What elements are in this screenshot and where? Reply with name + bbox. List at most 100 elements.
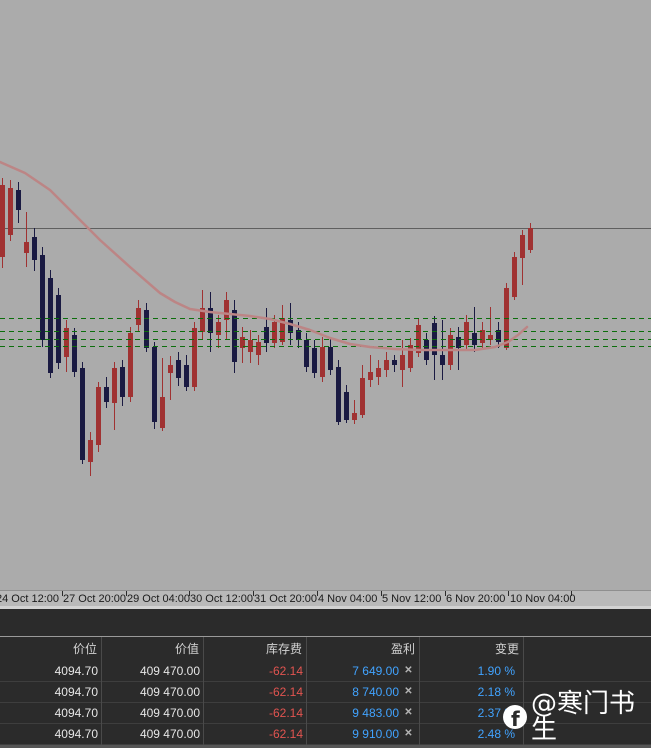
column-separator (203, 637, 204, 745)
candle-body (184, 365, 189, 387)
time-axis[interactable]: 24 Oct 12:00 27 Oct 20:00 29 Oct 04:00 30 O… (0, 590, 651, 606)
candle-body (456, 337, 461, 348)
candle-body (440, 355, 445, 365)
candle-body (232, 310, 237, 362)
candlestick-chart[interactable] (0, 0, 651, 590)
column-header-value: 价值 (174, 642, 199, 656)
cell-value: 9 910.00 (352, 727, 399, 741)
cell-price: 4094.70 (0, 682, 101, 702)
candle-body (344, 392, 349, 420)
axis-label: 6 Nov 20:00 (446, 593, 506, 605)
candle-body (112, 368, 117, 403)
cell-value: 8 740.00 (352, 685, 399, 699)
cell-value: -62.14 (268, 664, 303, 678)
cell-change: 2.48 % (419, 724, 523, 744)
cell-value: 409 470.00 (101, 703, 203, 723)
candle-body (312, 348, 317, 373)
cell-profit: 9 910.00 ✕ (306, 724, 419, 744)
trade-row[interactable]: 4094.70 409 470.00 -62.14 7 649.00 ✕ 1.90 % (0, 661, 651, 682)
cell-value: 409 470.00 (139, 706, 200, 720)
candle-body (272, 322, 277, 343)
candle-body (80, 368, 85, 460)
candle-body (144, 310, 149, 348)
candle-wick (490, 307, 491, 345)
close-position-button[interactable]: ✕ (404, 707, 413, 718)
candle-body (304, 340, 309, 367)
column-separator (419, 637, 420, 745)
candle-body (72, 335, 77, 372)
candle-body (32, 237, 37, 260)
cell-swap: -62.14 (203, 724, 306, 744)
cell-value: 1.90 % (477, 664, 515, 678)
candle-body (472, 333, 477, 345)
cell-value: 7 649.00 (352, 664, 399, 678)
cell-value: 4094.70 (54, 685, 98, 699)
close-position-button[interactable]: ✕ (404, 665, 413, 676)
candle-body (128, 333, 133, 397)
trade-panel: 价位 价值 库存费 盈利 变更 4094.70 409 470.00 -62.14 7 649… (0, 609, 651, 748)
column-header-profit: 盈利 (390, 642, 415, 656)
panel-divider (0, 636, 651, 637)
candle-body (56, 295, 61, 363)
cell-value: 2.48 % (477, 727, 515, 741)
axis-label: 4 Nov 04:00 (318, 593, 378, 605)
candle-body (352, 413, 357, 420)
cell-profit: 8 740.00 ✕ (306, 682, 419, 702)
cell-value: 4094.70 (54, 706, 98, 720)
candle-body (368, 372, 373, 380)
axis-label: 30 Oct 12:00 (190, 593, 253, 605)
cell-value: 409 470.00 (139, 685, 200, 699)
candle-body (320, 347, 325, 377)
panel-bottom-edge (0, 745, 651, 748)
candle-body (240, 337, 245, 348)
close-position-button[interactable]: ✕ (404, 686, 413, 697)
trade-row[interactable]: 4094.70 409 470.00 -62.14 9 910.00 ✕ 2.48 % (0, 724, 651, 745)
candle-body (248, 340, 253, 352)
candle-wick (162, 358, 163, 431)
axis-label: 5 Nov 12:00 (382, 593, 442, 605)
candle-body (256, 342, 261, 355)
axis-tick (62, 591, 63, 596)
candle-body (328, 347, 333, 370)
column-header-swap: 库存费 (265, 642, 302, 656)
candle-body (288, 320, 293, 333)
candle-body (16, 190, 21, 210)
chart-horizontal-scrollbar[interactable] (0, 606, 651, 609)
cell-profit: 9 483.00 ✕ (306, 703, 419, 723)
watermark-handle: @寒门书生 (531, 689, 636, 745)
cell-value: 409 470.00 (139, 664, 200, 678)
candle-body (8, 188, 13, 235)
candle-body (408, 345, 413, 368)
candle-wick (354, 400, 355, 424)
candle-body (176, 360, 181, 378)
candle-wick (370, 355, 371, 387)
cell-value: 4094.70 (54, 664, 98, 678)
close-position-button[interactable]: ✕ (404, 728, 413, 739)
trade-row[interactable]: 4094.70 409 470.00 -62.14 8 740.00 ✕ 2.18 % (0, 682, 651, 703)
candle-wick (458, 327, 459, 370)
column-separator (306, 637, 307, 745)
axis-tick (126, 591, 127, 596)
column-header-change: 变更 (494, 642, 519, 656)
axis-label: 29 Oct 04:00 (127, 593, 190, 605)
column-separator (523, 637, 524, 745)
candle-body (208, 308, 213, 333)
cell-swap: -62.14 (203, 661, 306, 681)
cell-value: 4094.70 (54, 727, 98, 741)
candle-body (40, 255, 45, 340)
column-header-price: 价位 (72, 642, 97, 656)
axis-tick (253, 591, 254, 596)
cell-price: 4094.70 (0, 661, 101, 681)
candle-body (120, 367, 125, 397)
cell-change: 1.90 % (419, 661, 523, 681)
candle-body (168, 365, 173, 373)
candle-body (24, 242, 29, 253)
axis-tick (381, 591, 382, 596)
candle-body (496, 330, 501, 342)
candle-body (464, 322, 469, 345)
candle-body (384, 360, 389, 370)
cell-value: 2.18 % (477, 685, 515, 699)
candle-body (488, 335, 493, 340)
axis-tick (508, 591, 509, 596)
facebook-icon: f (503, 705, 527, 729)
